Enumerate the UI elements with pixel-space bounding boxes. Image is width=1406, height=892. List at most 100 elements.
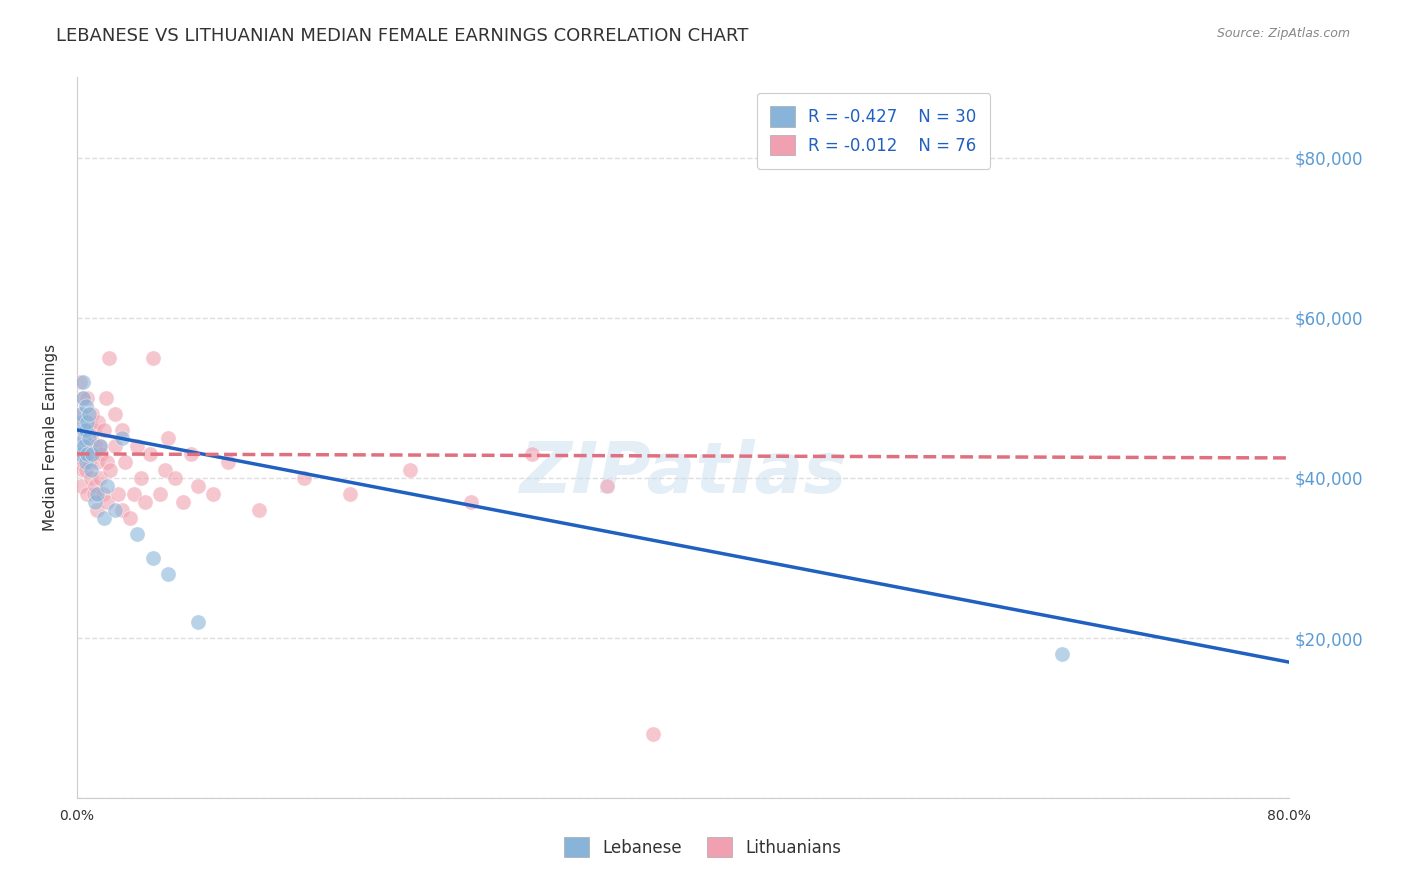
Point bbox=[91, 487, 114, 501]
Point bbox=[75, 439, 97, 453]
Point bbox=[292, 471, 315, 485]
Point bbox=[75, 447, 97, 461]
Point bbox=[84, 479, 107, 493]
Point bbox=[79, 471, 101, 485]
Point bbox=[73, 447, 96, 461]
Point bbox=[84, 495, 107, 509]
Point bbox=[72, 463, 94, 477]
Point bbox=[104, 407, 127, 421]
Point bbox=[77, 455, 100, 469]
Text: ZIPatlas: ZIPatlas bbox=[519, 440, 846, 508]
Point bbox=[187, 479, 209, 493]
Point bbox=[156, 567, 179, 582]
Point bbox=[69, 375, 91, 389]
Point bbox=[83, 487, 105, 501]
Point bbox=[79, 431, 101, 445]
Point bbox=[180, 447, 202, 461]
Point bbox=[76, 391, 98, 405]
Point bbox=[77, 431, 100, 445]
Point bbox=[80, 447, 103, 461]
Text: Source: ZipAtlas.com: Source: ZipAtlas.com bbox=[1216, 27, 1350, 40]
Y-axis label: Median Female Earnings: Median Female Earnings bbox=[44, 344, 58, 532]
Point bbox=[124, 487, 146, 501]
Point bbox=[596, 479, 619, 493]
Point bbox=[127, 527, 149, 541]
Point bbox=[90, 447, 112, 461]
Point bbox=[89, 471, 111, 485]
Point bbox=[84, 439, 107, 453]
Point bbox=[80, 407, 103, 421]
Point bbox=[75, 423, 97, 437]
Point bbox=[127, 439, 149, 453]
Point bbox=[97, 351, 120, 365]
Point bbox=[217, 455, 239, 469]
Point bbox=[98, 463, 121, 477]
Point bbox=[93, 423, 115, 437]
Point bbox=[142, 551, 165, 566]
Point bbox=[77, 439, 100, 453]
Point bbox=[96, 455, 118, 469]
Point bbox=[247, 503, 270, 517]
Point bbox=[118, 511, 141, 525]
Point bbox=[76, 423, 98, 437]
Point bbox=[67, 455, 90, 469]
Point bbox=[70, 423, 93, 437]
Point bbox=[76, 447, 98, 461]
Point bbox=[67, 439, 90, 453]
Point bbox=[80, 447, 103, 461]
Point bbox=[75, 399, 97, 413]
Point bbox=[111, 423, 134, 437]
Point bbox=[339, 487, 361, 501]
Point bbox=[520, 447, 543, 461]
Legend: R = -0.427    N = 30, R = -0.012    N = 76: R = -0.427 N = 30, R = -0.012 N = 76 bbox=[756, 93, 990, 169]
Point bbox=[70, 415, 93, 429]
Point bbox=[69, 447, 91, 461]
Point bbox=[73, 431, 96, 445]
Point bbox=[72, 439, 94, 453]
Point bbox=[73, 455, 96, 469]
Point bbox=[75, 455, 97, 469]
Point bbox=[86, 487, 108, 501]
Point bbox=[399, 463, 422, 477]
Point bbox=[94, 391, 117, 405]
Point bbox=[107, 487, 129, 501]
Point bbox=[93, 511, 115, 525]
Point bbox=[75, 423, 97, 437]
Point bbox=[73, 439, 96, 453]
Point bbox=[89, 439, 111, 453]
Point bbox=[77, 415, 100, 429]
Point bbox=[111, 431, 134, 445]
Legend: Lebanese, Lithuanians: Lebanese, Lithuanians bbox=[555, 829, 851, 866]
Point bbox=[149, 487, 172, 501]
Point bbox=[70, 407, 93, 421]
Point bbox=[76, 415, 98, 429]
Point bbox=[86, 503, 108, 517]
Point bbox=[76, 487, 98, 501]
Point bbox=[104, 439, 127, 453]
Point bbox=[86, 455, 108, 469]
Point bbox=[89, 439, 111, 453]
Point bbox=[70, 439, 93, 453]
Point bbox=[77, 407, 100, 421]
Point bbox=[1050, 647, 1073, 661]
Point bbox=[73, 415, 96, 429]
Point bbox=[129, 471, 152, 485]
Point bbox=[138, 447, 160, 461]
Point bbox=[70, 407, 93, 421]
Point bbox=[69, 447, 91, 461]
Point bbox=[111, 503, 134, 517]
Point bbox=[72, 391, 94, 405]
Point bbox=[72, 423, 94, 437]
Point bbox=[72, 375, 94, 389]
Point bbox=[87, 415, 110, 429]
Point bbox=[114, 455, 136, 469]
Point bbox=[83, 423, 105, 437]
Point bbox=[75, 463, 97, 477]
Point bbox=[460, 495, 482, 509]
Point bbox=[134, 495, 156, 509]
Point bbox=[73, 431, 96, 445]
Point bbox=[72, 391, 94, 405]
Point bbox=[165, 471, 187, 485]
Point bbox=[142, 351, 165, 365]
Point bbox=[73, 423, 96, 437]
